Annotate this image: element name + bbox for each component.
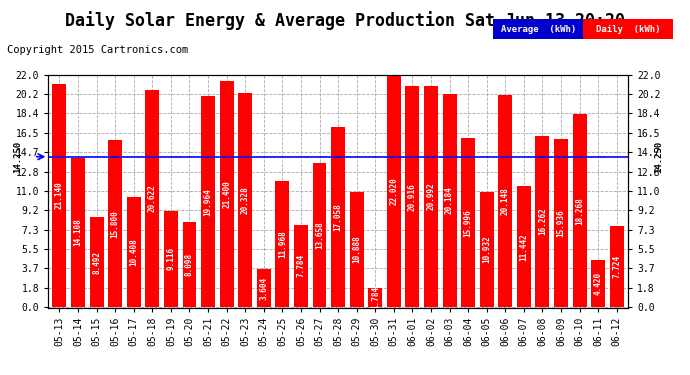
Text: 7.784: 7.784 — [297, 254, 306, 278]
Bar — [313, 163, 326, 307]
Text: 16.262: 16.262 — [538, 207, 547, 235]
Bar — [498, 94, 512, 307]
Bar — [368, 288, 382, 307]
Bar — [52, 84, 66, 307]
Bar — [219, 81, 234, 307]
Text: 10.888: 10.888 — [352, 236, 361, 264]
Bar — [387, 75, 401, 307]
Bar — [442, 94, 457, 307]
Text: 21.140: 21.140 — [55, 182, 64, 209]
Text: 11.442: 11.442 — [520, 233, 529, 261]
Text: 1.784: 1.784 — [371, 286, 380, 309]
Text: 15.800: 15.800 — [110, 210, 119, 237]
Text: 15.996: 15.996 — [464, 209, 473, 237]
Text: 20.916: 20.916 — [408, 183, 417, 211]
Text: 14.108: 14.108 — [74, 219, 83, 246]
Bar — [573, 114, 586, 307]
Text: 3.604: 3.604 — [259, 276, 268, 300]
Bar — [535, 135, 549, 307]
Text: 10.408: 10.408 — [129, 238, 138, 266]
Text: Average  (kWh): Average (kWh) — [500, 25, 576, 34]
Text: 14.250: 14.250 — [654, 141, 663, 173]
Text: 15.936: 15.936 — [557, 209, 566, 237]
Bar — [591, 260, 605, 307]
Bar — [108, 140, 122, 307]
Text: 10.932: 10.932 — [482, 236, 491, 263]
Text: 19.964: 19.964 — [204, 188, 213, 216]
Bar — [71, 158, 85, 307]
Text: 9.116: 9.116 — [166, 248, 175, 270]
Bar — [238, 93, 252, 307]
Bar — [164, 211, 178, 307]
Text: Daily  (kWh): Daily (kWh) — [595, 25, 660, 34]
Bar — [146, 90, 159, 307]
Text: 8.098: 8.098 — [185, 253, 194, 276]
Bar — [183, 222, 197, 307]
Bar — [90, 217, 104, 307]
Text: 14.250: 14.250 — [13, 141, 22, 173]
Bar — [127, 197, 141, 307]
Bar — [517, 186, 531, 307]
Bar — [461, 138, 475, 307]
Bar — [554, 139, 568, 307]
Text: 17.058: 17.058 — [333, 203, 343, 231]
Bar — [424, 86, 438, 307]
Text: 13.658: 13.658 — [315, 221, 324, 249]
Text: 20.148: 20.148 — [501, 187, 510, 214]
Bar — [331, 127, 345, 307]
Bar — [257, 269, 270, 307]
Bar — [480, 192, 493, 307]
Text: 20.622: 20.622 — [148, 184, 157, 212]
Text: 7.724: 7.724 — [612, 255, 621, 278]
Bar — [201, 96, 215, 307]
Text: 21.400: 21.400 — [222, 180, 231, 208]
Text: Daily Solar Energy & Average Production Sat Jun 13 20:20: Daily Solar Energy & Average Production … — [65, 11, 625, 30]
Text: 8.492: 8.492 — [92, 251, 101, 274]
Bar — [350, 192, 364, 307]
Bar — [406, 86, 420, 307]
Bar — [294, 225, 308, 307]
Text: Copyright 2015 Cartronics.com: Copyright 2015 Cartronics.com — [7, 45, 188, 55]
Text: 20.328: 20.328 — [241, 186, 250, 214]
Text: 20.184: 20.184 — [445, 187, 454, 214]
Text: 22.020: 22.020 — [389, 177, 398, 205]
Text: 20.992: 20.992 — [426, 182, 435, 210]
Text: 4.420: 4.420 — [593, 272, 602, 295]
Bar — [275, 181, 289, 307]
Text: 11.968: 11.968 — [278, 230, 287, 258]
Bar — [610, 225, 624, 307]
Text: 18.268: 18.268 — [575, 197, 584, 225]
